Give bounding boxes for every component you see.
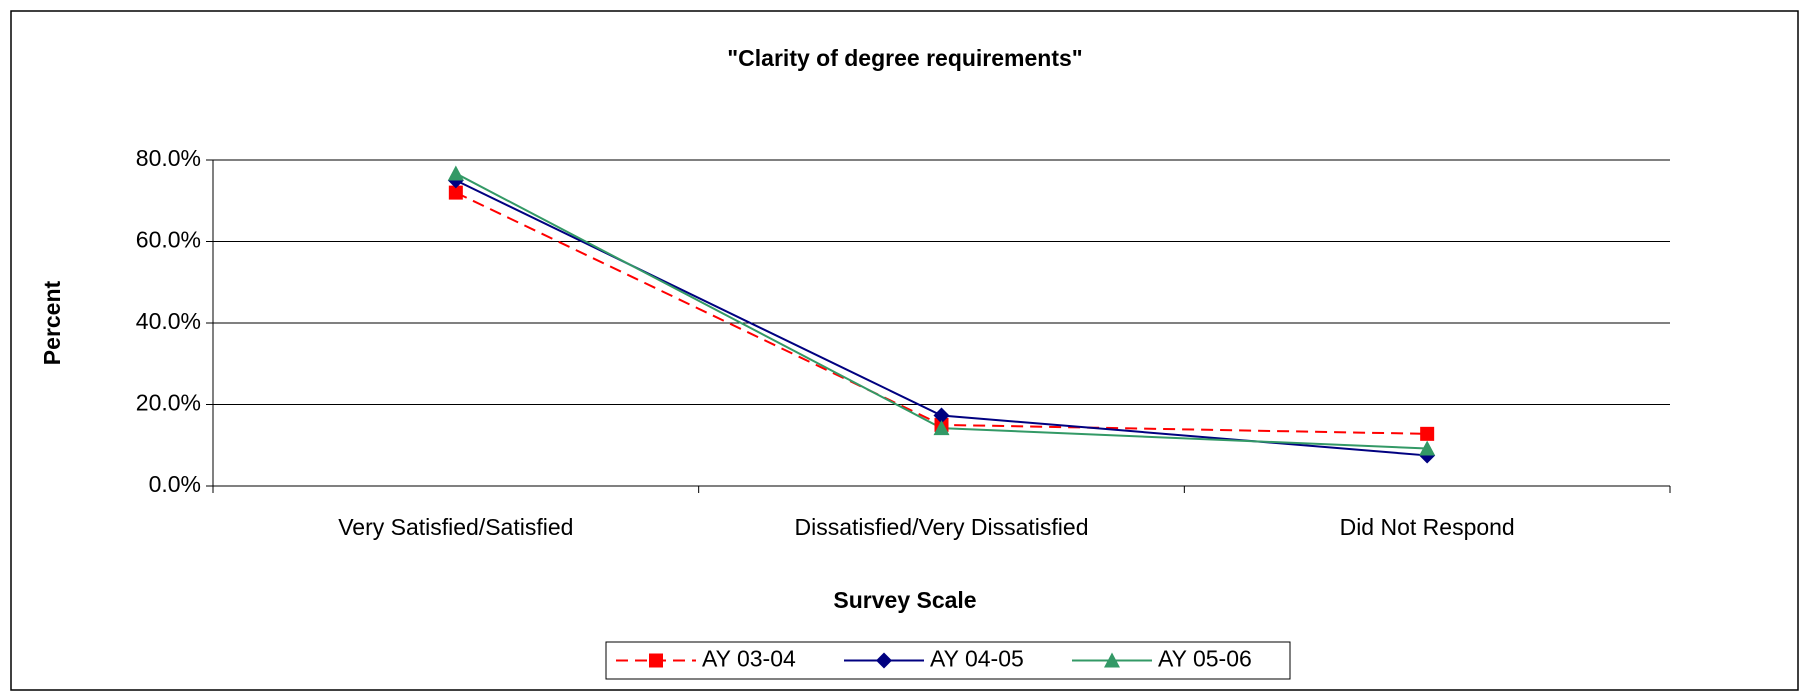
y-axis-title: Percent [39, 280, 65, 365]
data-point [1419, 440, 1436, 456]
data-point [448, 185, 463, 200]
data-point [1420, 426, 1435, 441]
legend-label: AY 05-06 [1158, 646, 1252, 672]
data-point [933, 420, 950, 436]
legend-marker [1104, 652, 1120, 668]
data-point [447, 165, 464, 181]
chart-title: "Clarity of degree requirements" [727, 45, 1082, 71]
legend-label: AY 04-05 [930, 646, 1024, 672]
legend-marker [649, 653, 663, 668]
legend-box [605, 641, 1291, 680]
legend-marker [876, 652, 892, 669]
y-tick-label: 20.0% [136, 390, 201, 416]
x-tick-label: Did Not Respond [1340, 514, 1515, 540]
x-axis-title: Survey Scale [833, 587, 976, 613]
y-tick-label: 60.0% [136, 227, 201, 253]
y-tick-label: 80.0% [136, 145, 201, 171]
y-tick-label: 0.0% [149, 471, 201, 497]
legend-label: AY 03-04 [702, 646, 796, 672]
y-tick-label: 40.0% [136, 308, 201, 334]
chart-border [10, 10, 1799, 691]
data-point [933, 407, 950, 424]
x-tick-label: Very Satisfied/Satisfied [338, 514, 573, 540]
x-tick-label: Dissatisfied/Very Dissatisfied [795, 514, 1089, 540]
